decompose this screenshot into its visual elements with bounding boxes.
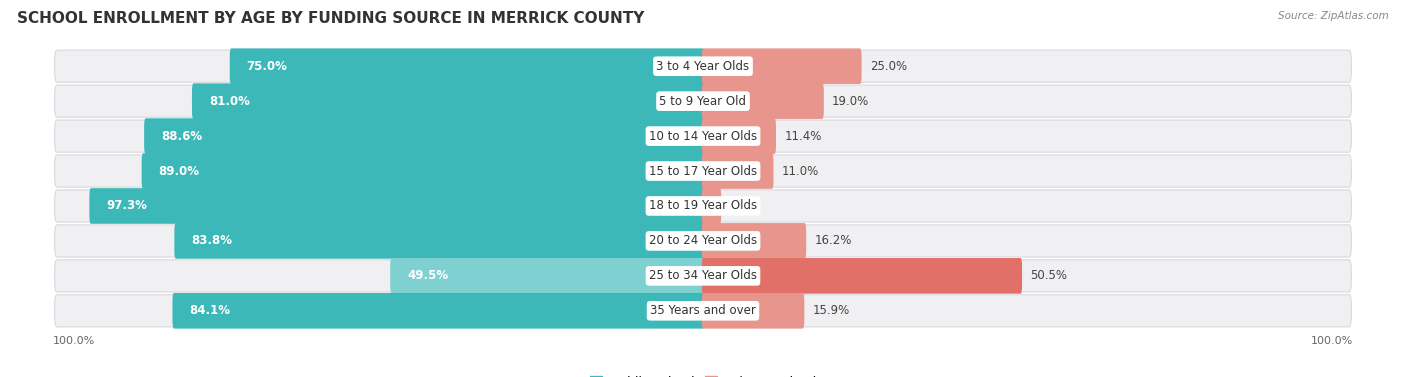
Text: 15 to 17 Year Olds: 15 to 17 Year Olds	[650, 164, 756, 178]
FancyBboxPatch shape	[702, 48, 862, 84]
FancyBboxPatch shape	[391, 258, 704, 294]
Text: 97.3%: 97.3%	[107, 199, 148, 213]
Text: 2.7%: 2.7%	[730, 199, 759, 213]
Text: 16.2%: 16.2%	[814, 234, 852, 247]
Text: 19.0%: 19.0%	[832, 95, 869, 108]
FancyBboxPatch shape	[702, 188, 721, 224]
FancyBboxPatch shape	[702, 258, 1022, 294]
Text: 83.8%: 83.8%	[191, 234, 232, 247]
FancyBboxPatch shape	[55, 295, 1351, 327]
FancyBboxPatch shape	[142, 153, 704, 189]
Text: Source: ZipAtlas.com: Source: ZipAtlas.com	[1278, 11, 1389, 21]
FancyBboxPatch shape	[55, 260, 1351, 292]
FancyBboxPatch shape	[702, 83, 824, 119]
FancyBboxPatch shape	[55, 190, 1351, 222]
Text: 25.0%: 25.0%	[870, 60, 907, 73]
Text: 89.0%: 89.0%	[159, 164, 200, 178]
FancyBboxPatch shape	[702, 118, 776, 154]
Text: 25 to 34 Year Olds: 25 to 34 Year Olds	[650, 269, 756, 282]
Text: 20 to 24 Year Olds: 20 to 24 Year Olds	[650, 234, 756, 247]
Text: 15.9%: 15.9%	[813, 304, 849, 317]
Text: 88.6%: 88.6%	[162, 130, 202, 143]
FancyBboxPatch shape	[702, 223, 806, 259]
Text: 81.0%: 81.0%	[209, 95, 250, 108]
Text: 84.1%: 84.1%	[190, 304, 231, 317]
FancyBboxPatch shape	[174, 223, 704, 259]
FancyBboxPatch shape	[55, 85, 1351, 117]
Text: 75.0%: 75.0%	[246, 60, 288, 73]
Text: 3 to 4 Year Olds: 3 to 4 Year Olds	[657, 60, 749, 73]
Text: 10 to 14 Year Olds: 10 to 14 Year Olds	[650, 130, 756, 143]
FancyBboxPatch shape	[55, 120, 1351, 152]
Legend: Public School, Private School: Public School, Private School	[589, 375, 817, 377]
Text: 11.4%: 11.4%	[785, 130, 821, 143]
FancyBboxPatch shape	[55, 225, 1351, 257]
Text: 5 to 9 Year Old: 5 to 9 Year Old	[659, 95, 747, 108]
FancyBboxPatch shape	[173, 293, 704, 329]
FancyBboxPatch shape	[193, 83, 704, 119]
FancyBboxPatch shape	[145, 118, 704, 154]
Text: 49.5%: 49.5%	[408, 269, 449, 282]
FancyBboxPatch shape	[55, 50, 1351, 82]
Text: 35 Years and over: 35 Years and over	[650, 304, 756, 317]
FancyBboxPatch shape	[90, 188, 704, 224]
FancyBboxPatch shape	[702, 153, 773, 189]
Text: SCHOOL ENROLLMENT BY AGE BY FUNDING SOURCE IN MERRICK COUNTY: SCHOOL ENROLLMENT BY AGE BY FUNDING SOUR…	[17, 11, 644, 26]
Text: 11.0%: 11.0%	[782, 164, 818, 178]
Text: 18 to 19 Year Olds: 18 to 19 Year Olds	[650, 199, 756, 213]
FancyBboxPatch shape	[702, 293, 804, 329]
Text: 50.5%: 50.5%	[1031, 269, 1067, 282]
FancyBboxPatch shape	[229, 48, 704, 84]
FancyBboxPatch shape	[55, 155, 1351, 187]
